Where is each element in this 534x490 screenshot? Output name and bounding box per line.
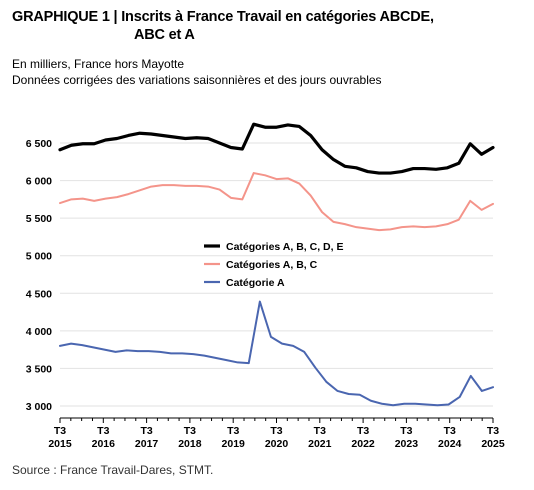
y-tick-label: 6 500 xyxy=(26,138,52,150)
x-tick-label-quarter: T3 xyxy=(487,425,499,437)
series-line-2 xyxy=(59,172,494,232)
chart-title-line2: ABC et A xyxy=(134,27,195,43)
series-line-1 xyxy=(58,122,495,175)
series-line-3 xyxy=(59,300,494,407)
x-tick-label-quarter: T3 xyxy=(97,425,109,437)
y-tick-label: 6 000 xyxy=(26,176,52,188)
x-tick-label-year: 2019 xyxy=(222,438,246,450)
x-tick-label-year: 2020 xyxy=(265,438,289,450)
chart-subtitle-unit: En milliers, France hors Mayotte xyxy=(12,57,185,71)
legend-label: Catégories A, B, C, D, E xyxy=(226,241,343,253)
x-tick-label-year: 2017 xyxy=(135,438,159,450)
legend-label: Catégories A, B, C xyxy=(226,259,318,271)
x-tick-label-quarter: T3 xyxy=(184,425,196,437)
x-tick-label-year: 2018 xyxy=(178,438,202,450)
x-tick-label-quarter: T3 xyxy=(357,425,369,437)
legend: Catégories A, B, C, D, E Catégories A, B,… xyxy=(204,241,343,289)
y-tick-label: 4 500 xyxy=(26,288,52,300)
x-tick-label-year: 2022 xyxy=(351,438,375,450)
x-tick-label-quarter: T3 xyxy=(270,425,282,437)
y-axis: 3 000 3 500 4 000 4 500 5 000 5 500 6 000 6 500 xyxy=(26,138,52,413)
x-tick-label-year: 2015 xyxy=(48,438,72,450)
y-tick-label: 4 000 xyxy=(26,326,52,338)
x-tick-label-year: 2016 xyxy=(92,438,116,450)
x-tick-label-year: 2023 xyxy=(395,438,419,450)
x-tick-label-year: 2021 xyxy=(308,438,332,450)
legend-label: Catégorie A xyxy=(226,277,285,289)
series-lines xyxy=(58,122,495,407)
chart-title: GRAPHIQUE 1 | Inscrits à France Travail … xyxy=(12,8,434,44)
x-tick-label-year: 2025 xyxy=(481,438,505,450)
x-axis: T32015T32016T32017T32018T32019T32020T320… xyxy=(48,417,505,450)
y-tick-label: 5 500 xyxy=(26,213,52,225)
chart-title-line1: GRAPHIQUE 1 | Inscrits à France Travail … xyxy=(12,9,434,25)
x-tick-label-quarter: T3 xyxy=(314,425,326,437)
x-tick-label-quarter: T3 xyxy=(140,425,152,437)
x-tick-label-year: 2024 xyxy=(438,438,462,450)
y-tick-label: 5 000 xyxy=(26,251,52,263)
x-tick-label-quarter: T3 xyxy=(400,425,412,437)
y-tick-label: 3 000 xyxy=(26,401,52,413)
grid-lines xyxy=(60,142,493,407)
y-tick-label: 3 500 xyxy=(26,363,52,375)
chart-subtitle-method: Données corrigées des variations saisonn… xyxy=(12,73,382,87)
x-tick-label-quarter: T3 xyxy=(227,425,239,437)
x-tick-label-quarter: T3 xyxy=(54,425,66,437)
source-note: Source : France Travail-Dares, STMT. xyxy=(12,463,214,477)
x-tick-label-quarter: T3 xyxy=(444,425,456,437)
